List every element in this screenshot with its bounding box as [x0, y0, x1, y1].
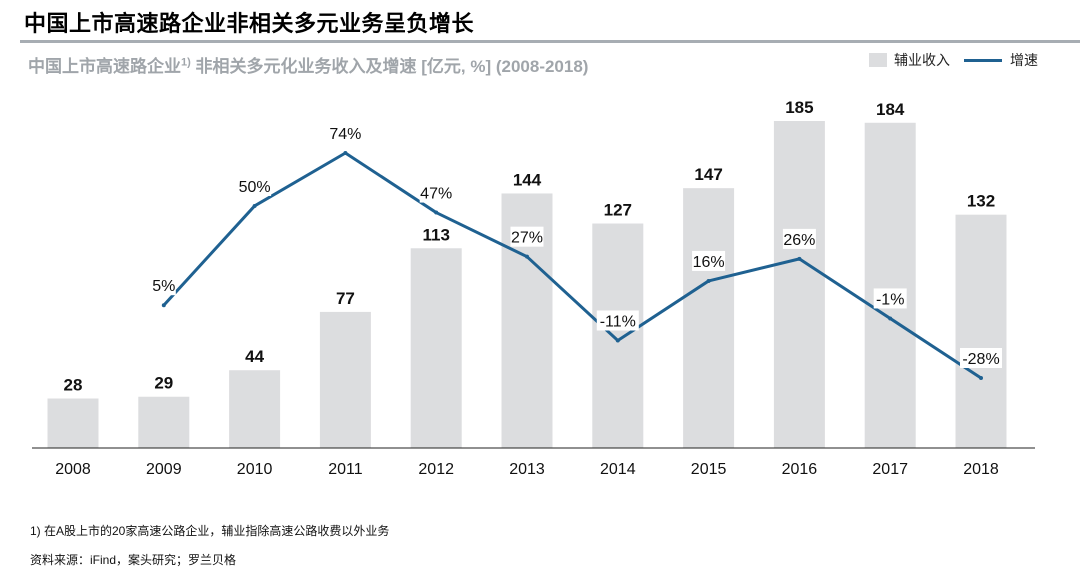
bar — [773, 121, 825, 448]
bar-value-label: 77 — [336, 289, 355, 308]
growth-point — [161, 303, 166, 308]
growth-value-label: 47% — [420, 186, 452, 203]
growth-value-label: 16% — [693, 254, 725, 271]
growth-value-label: -28% — [962, 351, 999, 368]
bar-value-label: 185 — [785, 98, 813, 117]
chart-plot: 2008 2009 2010 2011 2012 2013 2014 2015 2016 2017… — [32, 98, 1035, 478]
x-tick-label: 2018 — [963, 461, 999, 478]
bar-value-label: 147 — [694, 165, 722, 184]
bar-value-label: 132 — [967, 192, 995, 211]
legend-bar-swatch — [869, 53, 887, 67]
bar — [229, 370, 281, 448]
growth-label-bg — [419, 182, 453, 203]
bar — [955, 214, 1007, 448]
growth-value-label: 5% — [152, 278, 175, 295]
growth-point — [615, 338, 620, 343]
bar — [47, 398, 99, 448]
growth-label-bg — [596, 310, 639, 331]
headline: 中国上市高速路企业非相关多元业务呈负增长 — [24, 11, 475, 36]
subtitle-main: 中国上市高速路企业 — [28, 57, 181, 76]
chart-panel — [20, 40, 1080, 503]
growth-value-label: -1% — [876, 291, 904, 308]
bar-value-label: 113 — [422, 225, 449, 244]
bar — [319, 311, 371, 448]
growth-point — [706, 278, 711, 283]
growth-point — [888, 316, 893, 321]
growth-value-label: 50% — [239, 179, 271, 196]
bar — [864, 122, 916, 448]
bar — [592, 223, 644, 448]
growth-label-bg — [692, 250, 726, 271]
subtitle-footnote-mark: 1) — [181, 56, 191, 69]
growth-point — [434, 210, 439, 215]
x-tick-label: 2017 — [872, 461, 908, 478]
bar-value-label: 29 — [154, 374, 173, 393]
legend-line-swatch — [964, 58, 1002, 62]
growth-line — [162, 151, 982, 380]
x-tick-label: 2013 — [509, 461, 545, 478]
bar — [683, 188, 735, 448]
source-note: 资料来源：iFind，案头研究；罗兰贝格 — [30, 553, 237, 567]
bar — [138, 396, 190, 448]
x-tick-label: 2015 — [691, 461, 727, 478]
growth-label-bg — [510, 226, 544, 247]
legend: 辅业收入 增速 — [869, 50, 1038, 70]
growth-point — [525, 254, 529, 259]
subtitle-rest: 非相关多元化业务收入及增速 [亿元, %] (2008-2018) — [190, 57, 589, 76]
bar — [410, 248, 462, 448]
legend-line-label: 增速 — [1010, 52, 1038, 68]
growth-value-label: -11% — [600, 314, 636, 331]
growth-value-label: 26% — [783, 232, 815, 249]
bar-value-label: 144 — [513, 170, 542, 189]
growth-label-bg — [238, 175, 272, 196]
growth-label-bg — [960, 348, 1002, 368]
bar-value-label: 127 — [604, 201, 632, 220]
growth-value-label: 27% — [511, 230, 543, 247]
bar-value-label: 184 — [876, 100, 905, 119]
x-tick-label: 2016 — [782, 461, 818, 478]
growth-point — [252, 203, 257, 208]
chart-subtitle: 中国上市高速路企业1) 非相关多元化业务收入及增速 [亿元, %] (2008-… — [28, 52, 588, 77]
x-tick-label: 2010 — [237, 461, 273, 478]
growth-point — [979, 376, 983, 380]
growth-label-bg — [782, 228, 816, 249]
growth-label-bg — [873, 288, 907, 309]
legend-bar-label: 辅业收入 — [894, 52, 950, 68]
bar-value-label: 44 — [245, 347, 264, 366]
growth-point — [797, 256, 802, 261]
bar-value-label: 28 — [64, 376, 83, 395]
growth-value-label: 74% — [329, 126, 361, 143]
growth-label-bg — [151, 275, 176, 296]
x-tick-label: 2008 — [55, 461, 91, 478]
growth-label-bg — [328, 123, 362, 143]
footnote: 1) 在A股上市的20家高速公路企业，辅业指除高速公路收费以外业务 — [30, 524, 390, 538]
x-tick-label: 2011 — [328, 461, 363, 478]
x-tick-label: 2014 — [600, 461, 636, 478]
growth-point — [343, 151, 348, 155]
x-tick-label: 2012 — [418, 461, 454, 478]
x-tick-label: 2009 — [146, 461, 182, 478]
